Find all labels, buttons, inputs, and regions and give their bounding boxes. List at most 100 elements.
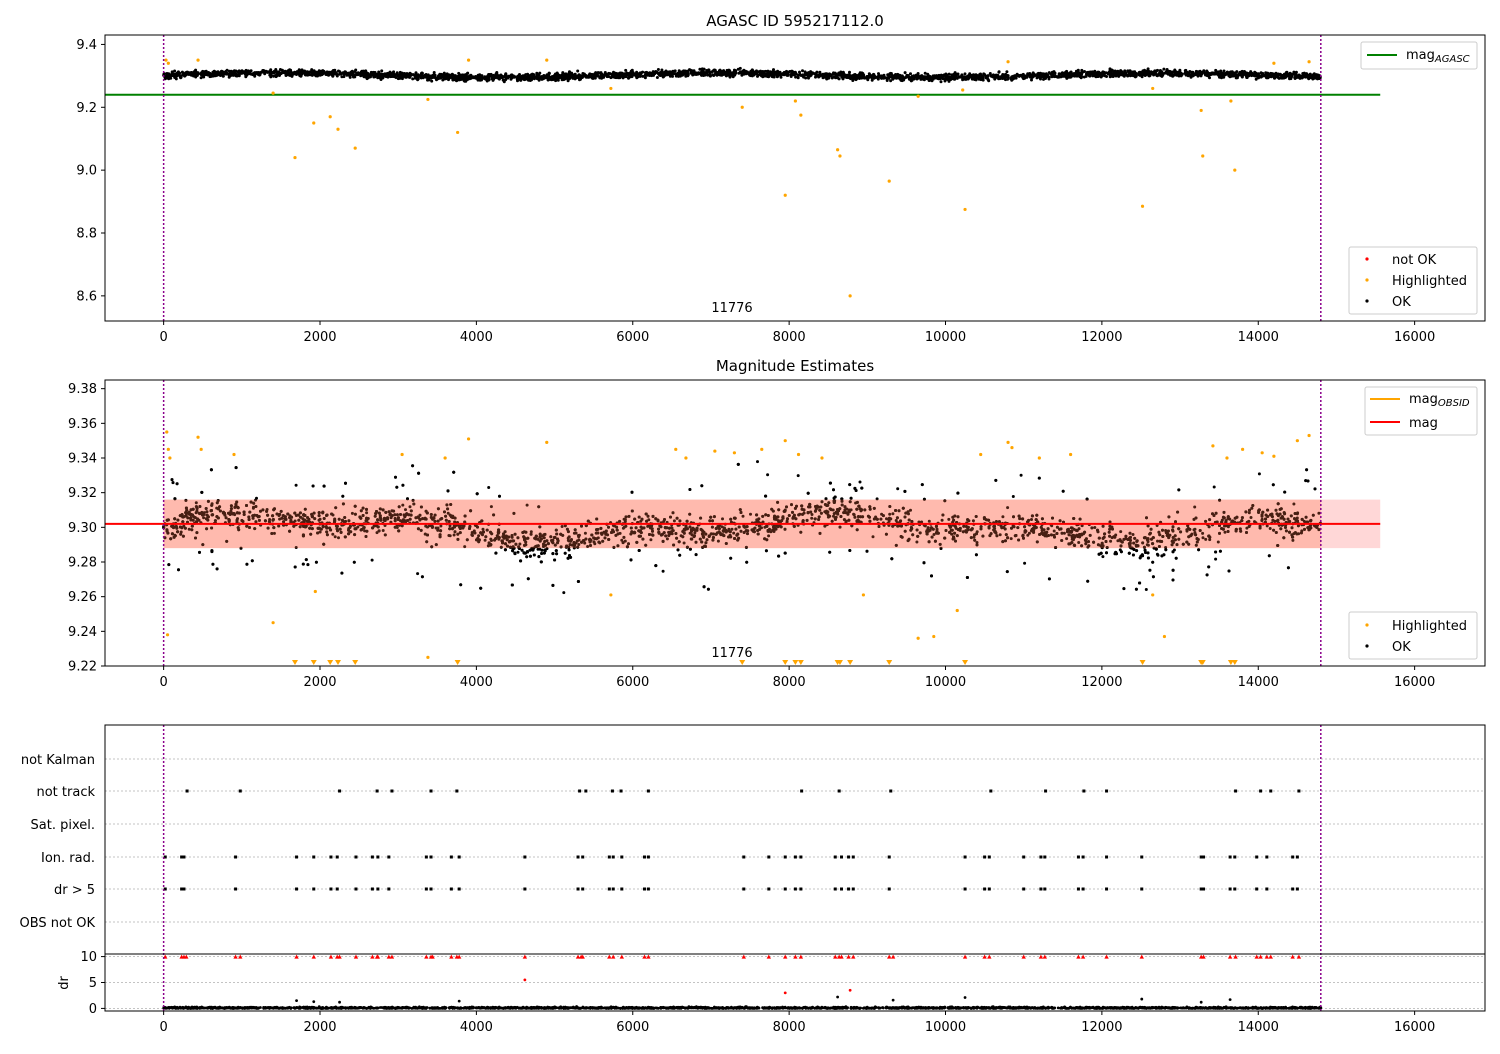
ok-point [591,77,594,80]
ok-point [1181,73,1184,76]
ok-point [488,73,491,76]
ok-point [627,77,630,80]
ok-point [1189,74,1192,77]
ok-point [225,70,228,73]
ok-point [670,74,673,77]
ok-point [559,76,562,79]
ok-point [823,74,826,77]
ok-point [908,76,911,79]
highlighted-point [836,148,839,151]
ok-point [721,70,724,73]
ok-point [1097,71,1100,74]
ok-point [1226,71,1229,74]
ok-point [768,71,771,74]
ok-point [790,73,793,76]
ok-point [1126,69,1129,72]
ok-point [941,77,944,80]
ok-point [443,78,446,81]
ok-point [986,78,989,81]
ok-point [839,71,842,74]
ok-point [1101,555,1104,558]
ok-point [896,487,899,490]
ok-point [512,76,515,79]
ok-point [1315,73,1318,76]
ok-point [674,72,677,75]
ok-point [1005,70,1008,73]
ok-point [804,77,807,80]
ok-point [964,72,967,75]
ok-point [1159,71,1162,74]
ok-point [805,72,808,75]
agasc-ytick-label: 8.6 [76,289,97,304]
ok-point [848,75,851,78]
ok-point [1286,75,1289,78]
ok-point [479,76,482,79]
ok-point [1105,75,1108,78]
ok-point [827,77,830,80]
ok-point [220,71,223,74]
ok-point [657,68,660,71]
ok-point [466,72,469,75]
ok-point [448,73,451,76]
ok-point [615,75,618,78]
ok-point [203,70,206,73]
ok-point [1050,73,1053,76]
ok-point [870,76,873,79]
ok-point [588,75,591,78]
ok-point [1117,75,1120,78]
ok-point [761,70,764,73]
ok-point [1087,71,1090,74]
ok-point [1273,77,1276,80]
ok-point [787,71,790,74]
highlighted-point [1233,169,1236,172]
ok-point [656,71,659,74]
ok-point [567,74,570,77]
ok-point [367,76,370,79]
ok-point [504,72,507,75]
ok-point [737,68,740,71]
ok-point [1184,69,1187,72]
ok-point [713,70,716,73]
ok-point [779,71,782,74]
ok-point [352,76,355,79]
agasc-xtick-label: 8000 [773,330,806,345]
ok-point [1177,71,1180,74]
ok-point [998,70,1001,73]
ok-point [630,70,633,73]
highlighted-point [329,115,332,118]
highlighted-point [336,128,339,131]
ok-point [914,75,917,78]
ok-point [660,71,663,74]
ok-point [1108,71,1111,74]
agasc-ytick-label: 9.0 [76,164,97,179]
ok-point [781,73,784,76]
ok-point [292,72,295,75]
ok-point [1012,495,1015,498]
ok-point [948,77,951,80]
ok-point [576,75,579,78]
ok-point [1289,72,1292,75]
ok-point [259,73,262,76]
ok-point [1194,73,1197,76]
ok-point [1173,73,1176,76]
ok-point [635,75,638,78]
ok-point [1296,75,1299,78]
ok-point [827,73,830,76]
ok-point [551,75,554,78]
ok-point [967,76,970,79]
highlighted-point [1201,154,1204,157]
ok-point [1155,74,1158,77]
agasc-xtick-label: 6000 [616,330,649,345]
agasc-line-legend-subscript: AGASC [1434,54,1470,65]
ok-point [838,74,841,77]
ok-point [1124,72,1127,75]
ok-point [834,72,837,75]
highlighted-point [456,131,459,134]
highlighted-point [167,62,170,65]
ok-point [1078,75,1081,78]
ok-point [1289,76,1292,79]
ok-point [1187,72,1190,75]
ok-point [465,75,468,78]
ok-point [923,76,926,79]
